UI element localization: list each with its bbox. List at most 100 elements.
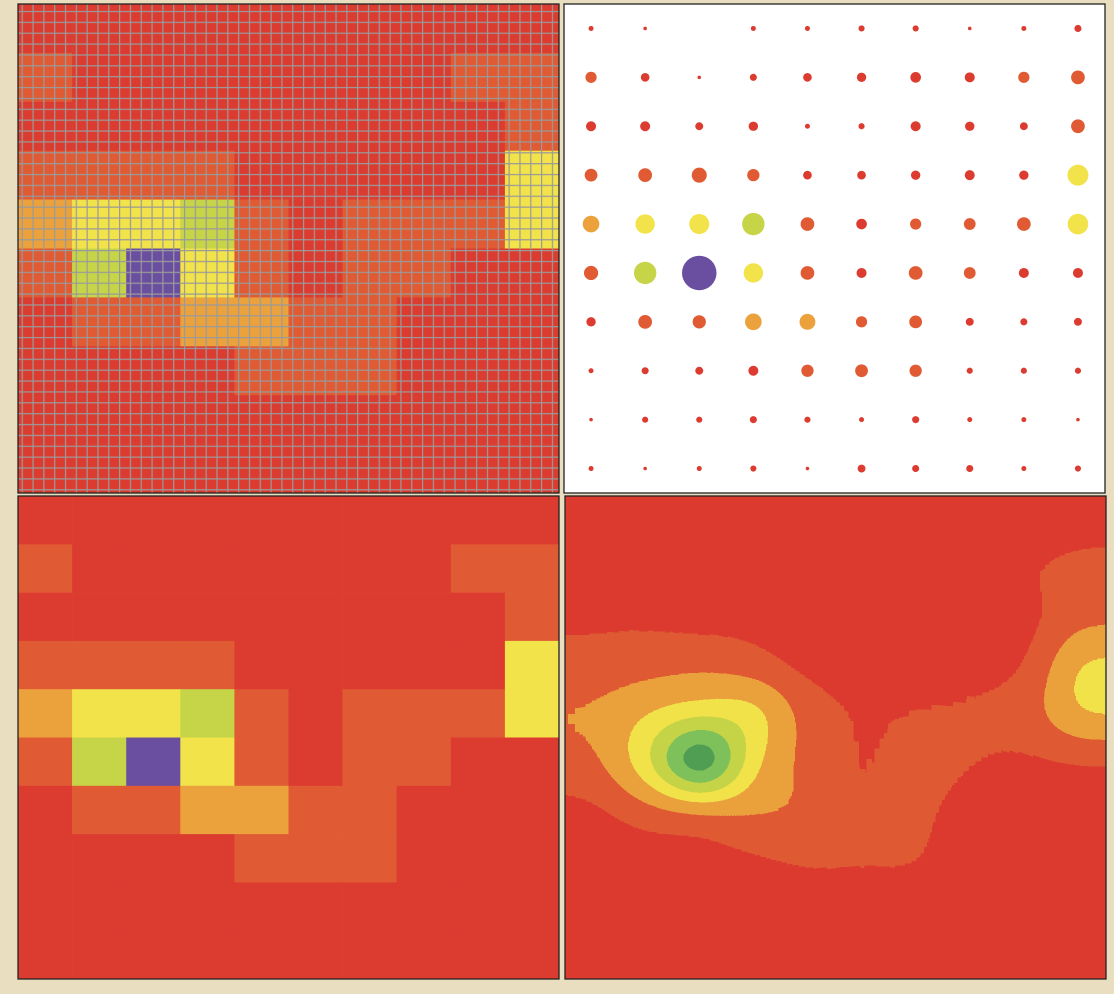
heatmap-cell [342, 785, 397, 835]
heatmap-cell [450, 737, 506, 787]
bubble [910, 218, 922, 230]
contour-cell [1051, 689, 1106, 738]
contour-cell [619, 737, 674, 787]
heatmap-cell [396, 834, 452, 883]
bubble [640, 73, 650, 82]
bubble [855, 364, 868, 378]
contour-cell [835, 930, 890, 979]
bubble [965, 317, 974, 326]
bubble [967, 26, 972, 31]
bubble [586, 317, 596, 327]
bubble [963, 267, 976, 279]
heatmap-cell [396, 689, 452, 738]
contour-cell [1051, 882, 1106, 931]
bubble [803, 170, 812, 180]
heatmap-cell [288, 496, 343, 545]
bubble [1071, 70, 1085, 85]
bubble [1020, 367, 1027, 374]
heatmap-cell [450, 544, 506, 593]
contour-cell [565, 785, 620, 835]
bubble [1016, 217, 1031, 231]
contour-cell [943, 930, 999, 979]
heatmap-cell [288, 785, 343, 835]
contour-cell [727, 640, 782, 690]
heatmap-cell [504, 834, 560, 883]
heatmap-cell [504, 737, 560, 787]
heatmap-cell [234, 785, 289, 835]
contour-cell [727, 592, 782, 642]
bubble [910, 72, 921, 83]
bubble [1074, 465, 1082, 472]
bubble [749, 416, 757, 424]
bubble [643, 466, 647, 471]
heatmap-cell [18, 882, 73, 931]
bubble [1074, 367, 1082, 374]
bubble [800, 266, 815, 280]
bubble [588, 466, 594, 472]
contour-cell [781, 592, 836, 642]
heatmap-cell [504, 544, 560, 593]
contour-cell [727, 737, 782, 787]
contour-cell [889, 592, 944, 642]
contour-cell [1051, 834, 1106, 883]
contour-cell [619, 785, 674, 835]
contour-cell [619, 882, 674, 931]
heatmap-cell [72, 496, 127, 545]
contour-cell [727, 785, 782, 835]
bubble [589, 417, 593, 422]
heatmap-cell [126, 930, 181, 980]
heatmap-cell [396, 930, 452, 980]
contour-cell [889, 640, 944, 690]
contour-cell [1051, 592, 1106, 642]
bubble [696, 416, 703, 423]
bubble [695, 122, 704, 131]
contour-cell [565, 737, 620, 787]
contour-panel [565, 496, 1106, 979]
contour-cell [835, 785, 890, 835]
heatmap-cell [450, 689, 506, 738]
bubble [801, 364, 814, 377]
heatmap-cell [180, 496, 235, 545]
bubble [856, 267, 867, 278]
contour-cell [781, 834, 836, 883]
contour-cell [781, 640, 836, 690]
heatmap-cell [180, 640, 235, 690]
bubble [1067, 213, 1089, 235]
heatmap-cell [288, 640, 343, 690]
bubble [857, 170, 866, 180]
contour-cell [1051, 930, 1106, 979]
bubble [750, 25, 756, 31]
heatmap-cell [234, 737, 289, 787]
heatmap-cell [342, 496, 397, 545]
heatmap-cell [234, 496, 289, 545]
contour-cell [835, 496, 890, 545]
heatmap-cell [342, 882, 397, 931]
bubble [912, 416, 920, 424]
bubble [641, 367, 649, 375]
heatmap-cell [126, 640, 181, 690]
heatmap-cell [18, 737, 73, 787]
contour-cell [889, 785, 944, 835]
bubble [643, 26, 647, 31]
bubble [966, 367, 973, 374]
contour-field [565, 496, 1106, 979]
contour-cell [997, 737, 1053, 787]
heatmap-cell [396, 737, 452, 787]
heatmap-cell [126, 882, 181, 931]
bubble [584, 168, 598, 182]
contour-cell [727, 930, 782, 979]
heatmap-cell [342, 640, 397, 690]
contour-cell [1051, 544, 1106, 593]
contour-cell [997, 882, 1053, 931]
heatmap-cell [180, 544, 235, 593]
contour-cell [943, 544, 999, 593]
contour-cell [943, 496, 999, 545]
heatmap-cell [126, 785, 181, 835]
panel-frame [563, 3, 1106, 494]
contour-cell [835, 689, 890, 738]
contour-cell [781, 930, 836, 979]
bubble [1076, 417, 1080, 422]
bubble [910, 170, 921, 180]
contour-cell [565, 496, 620, 545]
heatmap-cell [504, 640, 560, 690]
